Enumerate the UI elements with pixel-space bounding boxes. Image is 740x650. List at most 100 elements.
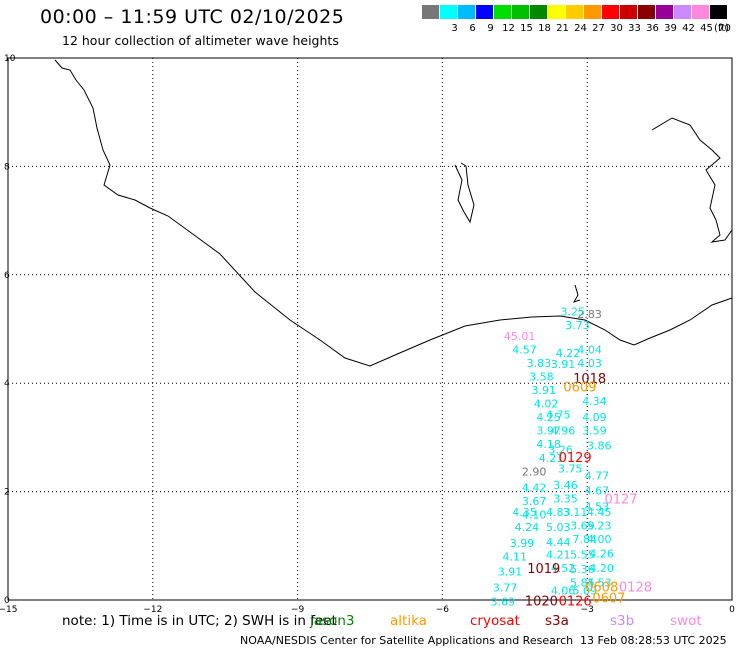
x-tick-label: 0 (729, 605, 735, 615)
river-outline (572, 284, 581, 303)
wave-height-label: 3.91 (551, 358, 576, 371)
wave-height-label: 2.83 (577, 308, 602, 321)
legend-label: 9 (487, 23, 494, 34)
wave-height-label: 5.09 (573, 585, 598, 598)
inland-boundary (651, 117, 733, 243)
wave-height-label: 3.75 (558, 463, 583, 476)
wave-height-label: 3.69 (570, 520, 595, 533)
legend-swatch (494, 5, 511, 19)
units-note: note: 1) Time is in UTC; 2) SWH is in fe… (62, 613, 337, 629)
y-tick-label: 6 (4, 271, 10, 281)
wave-height-label: 3.99 (510, 537, 535, 550)
wave-height-label: 4.26 (589, 548, 614, 561)
wave-height-label: 4.06 (551, 585, 576, 598)
wave-height-label: 4.96 (551, 425, 576, 438)
map-title: 00:00 – 11:59 UTC 02/10/2025 (40, 6, 345, 28)
legend-label: 27 (592, 23, 605, 34)
wave-height-label: 5.55 (570, 548, 595, 561)
legend-swatch (512, 5, 529, 19)
legend-swatch (620, 5, 637, 19)
wave-height-label: 5.85 (570, 576, 595, 589)
wave-height-label: 3.91 (498, 566, 523, 579)
y-tick-label: 8 (4, 162, 10, 172)
legend-label: 30 (610, 23, 623, 34)
x-tick-label: −9 (291, 605, 305, 615)
satellite-legend-altika: altika (390, 613, 427, 629)
wave-height-label: 4.10 (522, 509, 547, 522)
wave-height-label: 4.02 (534, 398, 559, 411)
y-tick-label: 10 (4, 54, 16, 64)
satellite-legend-s3a: s3a (545, 613, 569, 629)
satellite-legend-jason3: jason3 (310, 613, 355, 629)
wave-height-label: 5.03 (546, 521, 571, 534)
wave-height-label: 4.52 (551, 562, 576, 575)
wave-height-label: 1020 (525, 594, 558, 609)
wave-height-label: 3.69 (490, 595, 515, 608)
wave-height-label: 3.46 (553, 479, 578, 492)
wave-height-label: 4.24 (515, 521, 540, 534)
wave-height-label: 0607 (592, 592, 625, 607)
wave-height-label: 3.77 (493, 581, 518, 594)
x-tick-label: −12 (143, 605, 162, 615)
wave-height-label: 4.25 (536, 411, 561, 424)
legend-swatch (440, 5, 457, 19)
wave-height-label: 45.01 (504, 330, 536, 343)
wave-height-label: 4.77 (585, 470, 610, 483)
x-tick-label: −3 (581, 605, 594, 615)
legend-swatch (674, 5, 691, 19)
legend-label: 33 (628, 23, 641, 34)
wave-height-label: 3.26 (548, 444, 573, 457)
wave-height-label: 3.35 (553, 492, 578, 505)
satellite-legend-cryosat: cryosat (470, 613, 520, 629)
wave-height-label: 4.34 (582, 395, 607, 408)
wave-height-label: 3.11 (563, 506, 588, 519)
wave-height-label: 4.20 (589, 562, 614, 575)
y-tick-label: 0 (4, 596, 10, 606)
map-subtitle: 12 hour collection of altimeter wave hei… (62, 33, 339, 48)
legend-swatch (530, 5, 547, 19)
wave-height-label: 3.73 (565, 319, 590, 332)
generated-timestamp: 13 Feb 08:28:53 UTC 2025 (580, 634, 727, 647)
legend-label: 3 (451, 23, 458, 34)
legend-label: 39 (664, 23, 677, 34)
wave-height-label: 4.44 (546, 536, 571, 549)
legend-label: 21 (556, 23, 569, 34)
wave-height-label: 0129 (559, 451, 592, 466)
wave-height-label: 2.90 (522, 465, 547, 478)
wave-height-label: 4.53 (585, 501, 610, 514)
wave-height-label: 4.67 (585, 484, 610, 497)
satellite-legend-s3b: s3b (610, 613, 635, 629)
legend-swatch (422, 5, 439, 19)
wave-height-label: 4.21 (539, 452, 564, 465)
legend-unit: (ft) (714, 23, 730, 34)
wave-height-label: 5.36 (570, 563, 595, 576)
wave-height-label: 0608 (585, 580, 618, 595)
wave-height-label: 4.75 (546, 408, 571, 421)
y-tick-label: 4 (4, 379, 10, 389)
credit-line: NOAA/NESDIS Center for Satellite Applica… (240, 634, 574, 647)
legend-swatch (548, 5, 565, 19)
wave-height-label: 0126 (559, 594, 592, 609)
wave-height-label: 4.03 (577, 357, 602, 370)
x-tick-label: −15 (0, 605, 18, 615)
legend-label: 45 (700, 23, 713, 34)
wave-height-label: 3.58 (529, 370, 554, 383)
wave-height-label: 4.04 (577, 343, 602, 356)
y-tick-label: 2 (4, 488, 10, 498)
wave-height-label: 4.42 (522, 482, 547, 495)
lake-outline (454, 162, 475, 224)
wave-height-label: 4.83 (546, 506, 571, 519)
wave-height-label: 4.11 (503, 550, 528, 563)
wave-height-label: 1018 (573, 372, 606, 387)
wave-height-label: 5.23 (587, 520, 612, 533)
legend-swatch (638, 5, 655, 19)
wave-height-label: 3.86 (587, 439, 612, 452)
legend-swatch (710, 5, 727, 19)
legend-label: 12 (502, 23, 515, 34)
wave-height-label: 4.00 (587, 533, 612, 546)
coastline (54, 59, 733, 367)
legend-swatch (476, 5, 493, 19)
legend-swatch (458, 5, 475, 19)
legend-label: 24 (574, 23, 587, 34)
wave-height-label: 0609 (563, 380, 596, 395)
